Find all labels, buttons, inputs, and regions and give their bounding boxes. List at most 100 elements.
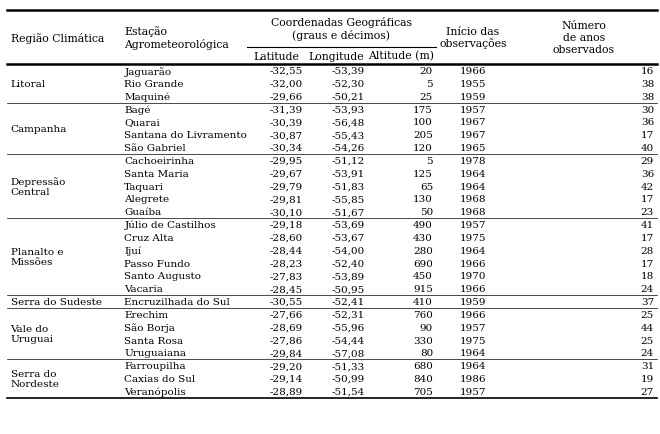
Text: 1957: 1957 — [460, 323, 486, 332]
Text: Planalto e
Missões: Planalto e Missões — [11, 247, 63, 267]
Text: 23: 23 — [641, 208, 654, 217]
Text: 125: 125 — [413, 169, 433, 178]
Text: -30,10: -30,10 — [270, 208, 303, 217]
Text: 1975: 1975 — [460, 233, 486, 243]
Text: -57,08: -57,08 — [331, 349, 365, 358]
Text: 1964: 1964 — [460, 182, 486, 191]
Text: -55,96: -55,96 — [331, 323, 365, 332]
Text: 1966: 1966 — [460, 310, 486, 319]
Text: 40: 40 — [641, 144, 654, 153]
Text: 1955: 1955 — [460, 80, 486, 89]
Text: -28,23: -28,23 — [270, 259, 303, 268]
Text: -30,39: -30,39 — [270, 118, 303, 127]
Text: -51,83: -51,83 — [331, 182, 365, 191]
Text: Farroupilha: Farroupilha — [124, 362, 186, 371]
Text: Número
de anos
observados: Número de anos observados — [552, 21, 614, 55]
Text: Cruz Alta: Cruz Alta — [124, 233, 174, 243]
Text: Vale do
Uruguai: Vale do Uruguai — [11, 324, 53, 344]
Text: 410: 410 — [413, 297, 433, 306]
Text: -28,89: -28,89 — [270, 387, 303, 396]
Text: 120: 120 — [413, 144, 433, 153]
Text: 1978: 1978 — [460, 157, 486, 166]
Text: -52,30: -52,30 — [331, 80, 365, 89]
Text: -53,93: -53,93 — [331, 105, 365, 115]
Text: -29,95: -29,95 — [270, 157, 303, 166]
Text: Encruzilhada do Sul: Encruzilhada do Sul — [124, 297, 230, 306]
Text: Taquari: Taquari — [124, 182, 164, 191]
Text: -54,26: -54,26 — [331, 144, 365, 153]
Text: 37: 37 — [641, 297, 654, 306]
Text: -27,83: -27,83 — [270, 272, 303, 281]
Text: 31: 31 — [641, 362, 654, 371]
Text: 1966: 1966 — [460, 285, 486, 294]
Text: -50,99: -50,99 — [331, 374, 365, 383]
Text: 27: 27 — [641, 387, 654, 396]
Text: São Gabriel: São Gabriel — [124, 144, 186, 153]
Text: Estação
Agrometeorológica: Estação Agrometeorológica — [124, 26, 229, 50]
Text: 36: 36 — [641, 169, 654, 178]
Text: Alegrete: Alegrete — [124, 195, 170, 204]
Text: 840: 840 — [413, 374, 433, 383]
Text: 1966: 1966 — [460, 67, 486, 76]
Text: 5: 5 — [426, 80, 433, 89]
Text: Uruguaiana: Uruguaiana — [124, 349, 186, 358]
Text: Bagé: Bagé — [124, 105, 151, 115]
Text: 330: 330 — [413, 336, 433, 345]
Text: 100: 100 — [413, 118, 433, 127]
Text: -29,79: -29,79 — [270, 182, 303, 191]
Text: -28,69: -28,69 — [270, 323, 303, 332]
Text: 38: 38 — [641, 80, 654, 89]
Text: Altitude (m): Altitude (m) — [368, 51, 434, 62]
Text: Quarai: Quarai — [124, 118, 160, 127]
Text: 38: 38 — [641, 92, 654, 102]
Text: -55,43: -55,43 — [331, 131, 365, 140]
Text: -29,20: -29,20 — [270, 362, 303, 371]
Text: 17: 17 — [641, 233, 654, 243]
Text: 17: 17 — [641, 195, 654, 204]
Text: -50,95: -50,95 — [331, 285, 365, 294]
Text: Ijuí: Ijuí — [124, 246, 141, 256]
Text: 705: 705 — [413, 387, 433, 396]
Text: 16: 16 — [641, 67, 654, 76]
Text: -30,55: -30,55 — [270, 297, 303, 306]
Text: 24: 24 — [641, 349, 654, 358]
Text: -30,87: -30,87 — [270, 131, 303, 140]
Text: -30,34: -30,34 — [270, 144, 303, 153]
Text: -53,67: -53,67 — [331, 233, 365, 243]
Text: Serra do Sudeste: Serra do Sudeste — [11, 297, 102, 306]
Text: Campanha: Campanha — [11, 125, 67, 134]
Text: 50: 50 — [420, 208, 433, 217]
Text: -53,91: -53,91 — [331, 169, 365, 178]
Text: -32,55: -32,55 — [270, 67, 303, 76]
Text: -51,54: -51,54 — [331, 387, 365, 396]
Text: 1964: 1964 — [460, 169, 486, 178]
Text: -29,66: -29,66 — [270, 92, 303, 102]
Text: 915: 915 — [413, 285, 433, 294]
Text: -52,31: -52,31 — [331, 310, 365, 319]
Text: 430: 430 — [413, 233, 433, 243]
Text: Longitude: Longitude — [309, 52, 364, 61]
Text: -52,40: -52,40 — [331, 259, 365, 268]
Text: 760: 760 — [413, 310, 433, 319]
Text: -51,67: -51,67 — [331, 208, 365, 217]
Text: -52,41: -52,41 — [331, 297, 365, 306]
Text: Jaguarão: Jaguarão — [124, 66, 172, 76]
Text: -51,12: -51,12 — [331, 157, 365, 166]
Text: 680: 680 — [413, 362, 433, 371]
Text: 30: 30 — [641, 105, 654, 115]
Text: 36: 36 — [641, 118, 654, 127]
Text: Vacaria: Vacaria — [124, 285, 163, 294]
Text: -31,39: -31,39 — [270, 105, 303, 115]
Text: -54,00: -54,00 — [331, 246, 365, 255]
Text: -51,33: -51,33 — [331, 362, 365, 371]
Text: 1957: 1957 — [460, 220, 486, 230]
Text: Veranópolis: Veranópolis — [124, 387, 186, 396]
Text: 690: 690 — [413, 259, 433, 268]
Text: -28,45: -28,45 — [270, 285, 303, 294]
Text: Maquiné: Maquiné — [124, 92, 170, 102]
Text: -55,85: -55,85 — [331, 195, 365, 204]
Text: Coordenadas Geográficas
(graus e décimos): Coordenadas Geográficas (graus e décimos… — [271, 17, 412, 41]
Text: 1966: 1966 — [460, 259, 486, 268]
Text: 1965: 1965 — [460, 144, 486, 153]
Text: 1986: 1986 — [460, 374, 486, 383]
